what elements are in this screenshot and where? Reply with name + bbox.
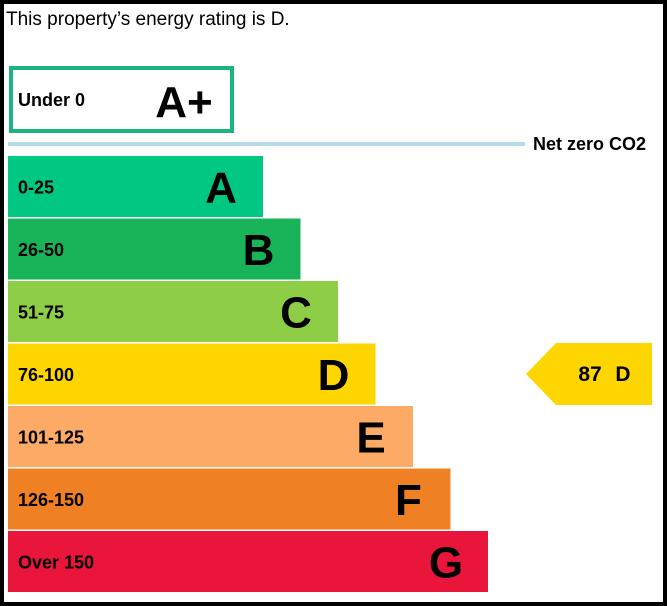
band-b-bar <box>8 218 301 280</box>
band-d-range: 76-100 <box>18 365 74 385</box>
current-rating-pointer: 87 D <box>526 343 652 405</box>
band-a-range: 0-25 <box>18 178 54 198</box>
band-e-range: 101-125 <box>18 428 84 448</box>
aplus-border <box>9 66 234 133</box>
aplus-range-label: Under 0 <box>18 90 85 110</box>
current-rating-letter: D <box>615 363 630 386</box>
band-c-bar <box>8 281 338 342</box>
current-rating-arrow <box>526 343 652 405</box>
band-d-bar <box>8 343 376 405</box>
band-c-letter: C <box>280 289 312 338</box>
band-f-bar <box>8 468 451 530</box>
band-g-bar <box>8 531 488 592</box>
rating-title: This property’s energy rating is D. <box>6 9 290 30</box>
aplus-box: Under 0 A+ <box>9 66 234 133</box>
band-b-letter: B <box>243 226 275 275</box>
band-f-letter: F <box>395 476 422 525</box>
band-c-range: 51-75 <box>18 303 64 323</box>
band-g-letter: G <box>429 539 463 588</box>
aplus-letter: A+ <box>155 78 212 127</box>
band-e-letter: E <box>356 414 385 463</box>
current-score: 87 <box>578 363 601 386</box>
band-a-bar <box>8 156 263 217</box>
band-a-letter: A <box>205 164 237 213</box>
band-f-range: 126-150 <box>18 490 84 510</box>
band-b-range: 26-50 <box>18 240 64 260</box>
band-e-bar <box>8 406 413 467</box>
band-g-range: Over 150 <box>18 553 94 573</box>
rating-bands: 0-25 A 26-50 B 51-75 C 76-100 D 101-125 E 126-150 F… <box>8 156 488 592</box>
band-d-letter: D <box>318 351 350 400</box>
net-zero-label: Net zero CO2 <box>533 134 646 154</box>
